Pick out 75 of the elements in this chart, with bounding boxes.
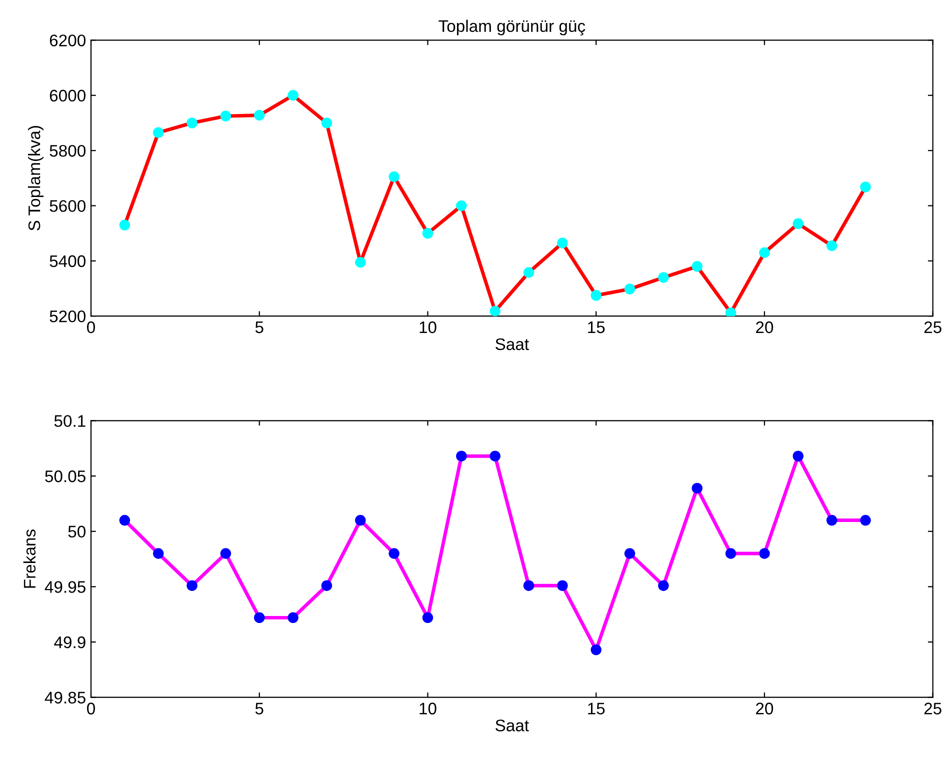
point: [220, 110, 232, 122]
point: [658, 580, 669, 591]
point: [186, 118, 198, 128]
y-tick-label: 49.85: [44, 692, 86, 704]
point: [288, 612, 298, 624]
point: [355, 514, 366, 526]
point: [119, 514, 130, 526]
point: [523, 580, 534, 591]
point: [254, 110, 265, 121]
point: [624, 284, 636, 294]
y-tick-label: 6200: [50, 34, 86, 46]
point: [725, 548, 736, 559]
point: [321, 580, 332, 591]
point: [490, 306, 500, 316]
point: [759, 548, 770, 559]
point: [388, 171, 400, 182]
point: [422, 228, 434, 239]
x-tick-label: 0: [87, 321, 95, 334]
point: [624, 548, 636, 559]
y-tick-label: 49.95: [44, 581, 86, 593]
point: [355, 256, 366, 268]
x-tick-label: 5: [255, 702, 264, 714]
y-tick-label: 5200: [50, 310, 86, 322]
point: [590, 644, 602, 656]
y-axis-title: Frekans: [23, 530, 36, 588]
chart-title: Toplam görünür güç: [438, 20, 586, 36]
x-tick-label: 25: [924, 321, 942, 334]
point: [456, 200, 467, 212]
point: [792, 218, 804, 230]
point: [826, 514, 838, 526]
point: [388, 548, 400, 559]
x-tick-label: 5: [255, 322, 264, 334]
x-tick-label: 20: [756, 321, 774, 334]
point: [860, 514, 871, 526]
point: [860, 182, 871, 192]
y-tick-label: 5600: [50, 200, 86, 212]
x-tick-label: 15: [588, 702, 605, 714]
x-tick-label: 15: [588, 322, 605, 334]
y-tick-label: 6000: [50, 90, 86, 102]
point: [557, 580, 568, 591]
point: [321, 118, 332, 128]
point: [119, 220, 130, 230]
point: [826, 240, 838, 252]
point: [186, 580, 198, 591]
x-tick-label: 10: [420, 321, 436, 334]
point: [254, 612, 265, 624]
point: [725, 307, 736, 316]
point: [557, 238, 568, 248]
x-axis-title: Saat: [496, 720, 529, 732]
point: [792, 450, 804, 462]
point: [456, 450, 467, 462]
point: [759, 247, 770, 258]
point: [590, 290, 602, 301]
point: [152, 548, 164, 559]
point: [658, 272, 669, 283]
x-tick-label: 25: [924, 702, 942, 714]
point: [692, 482, 702, 494]
point: [422, 612, 434, 624]
x-tick-label: 0: [87, 702, 95, 714]
y-axis-title: S Toplam(kva): [28, 126, 44, 230]
y-tick-label: 49.9: [54, 636, 86, 648]
point: [220, 548, 232, 559]
point: [152, 127, 164, 138]
y-tick-label: 50.1: [54, 415, 86, 427]
point: [523, 267, 534, 278]
y-tick-label: 5400: [50, 255, 86, 268]
x-tick-label: 20: [756, 702, 774, 714]
point: [692, 261, 702, 272]
y-tick-label: 50.05: [45, 470, 86, 482]
y-tick-label: 5800: [50, 144, 86, 157]
y-tick-label: 50: [68, 526, 86, 538]
point: [490, 450, 500, 462]
point: [288, 90, 298, 101]
x-axis-title: Saat: [496, 338, 529, 350]
x-tick-label: 10: [420, 702, 436, 714]
